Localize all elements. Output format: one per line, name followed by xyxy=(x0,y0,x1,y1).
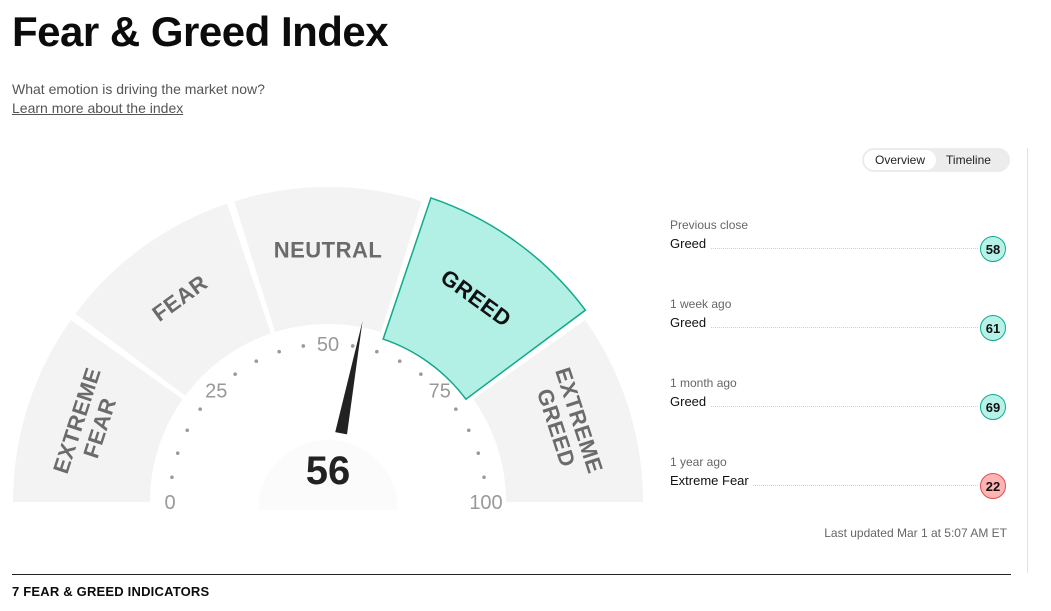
dotted-leader xyxy=(670,485,978,486)
dotted-leader xyxy=(670,248,978,249)
gauge-tick-dot xyxy=(375,349,379,354)
gauge-tick-dot xyxy=(419,372,423,376)
gauge-tick-label: 0 xyxy=(164,492,175,510)
score-badge: 58 xyxy=(980,236,1006,262)
gauge-segment-active xyxy=(382,196,587,401)
panel-divider xyxy=(1027,148,1028,573)
gauge-tick-dot xyxy=(350,344,355,348)
gauge-segment-extreme-fear xyxy=(13,319,183,502)
gauge-tick-dot xyxy=(476,451,481,455)
score-badge: 61 xyxy=(980,315,1006,341)
gauge-tick-dot xyxy=(198,407,202,411)
gauge-tick-label: 100 xyxy=(469,492,502,510)
gauge-tick-dot xyxy=(482,475,486,480)
gauge-segment-label-line: NEUTRAL xyxy=(274,238,383,263)
gauge-tick-dot xyxy=(397,359,402,364)
score-badge: 69 xyxy=(980,394,1006,420)
fear-greed-gauge: EXTREMEFEAR FEAR NEUTRAL GREED EXTREMEGREED 0… xyxy=(0,170,660,580)
history-label: 1 month ago xyxy=(670,376,737,390)
last-updated: Last updated Mar 1 at 5:07 AM ET xyxy=(824,526,1007,540)
score-badge: 22 xyxy=(980,473,1006,499)
dotted-leader xyxy=(670,327,978,328)
history-item-1-year-ago: 1 year ago Extreme Fear 22 xyxy=(670,455,1008,534)
indicators-heading: 7 FEAR & GREED INDICATORS xyxy=(12,584,210,599)
history-value: Extreme Fear xyxy=(670,473,753,488)
gauge-tick-label: 25 xyxy=(205,380,227,402)
history-label: Previous close xyxy=(670,218,749,232)
history-list: Previous close Greed 58 1 week ago Greed… xyxy=(670,218,1008,534)
gauge-segment-extreme-greed xyxy=(473,319,643,502)
history-label: 1 year ago xyxy=(670,455,727,469)
timeline-tab[interactable]: Timeline xyxy=(946,153,991,167)
gauge-segment-label: NEUTRAL xyxy=(274,238,383,263)
section-divider xyxy=(12,574,1011,575)
gauge-svg: EXTREMEFEARFEARNEUTRALGREEDEXTREMEGREED0… xyxy=(13,187,643,580)
view-toggle: Overview Timeline xyxy=(862,148,1010,172)
history-label: 1 week ago xyxy=(670,297,732,311)
history-value: Greed xyxy=(670,236,711,251)
learn-more-link[interactable]: Learn more about the index xyxy=(12,100,184,116)
gauge-tick-dot xyxy=(175,451,180,455)
overview-tab[interactable]: Overview xyxy=(864,150,937,170)
gauge-tick-dot xyxy=(466,428,471,433)
gauge-tick-label: 75 xyxy=(429,380,451,402)
gauge-tick-dot xyxy=(170,475,174,480)
gauge-score: 56 xyxy=(306,449,351,493)
gauge-tick-dot xyxy=(185,428,190,433)
dotted-leader xyxy=(670,406,978,407)
history-value: Greed xyxy=(670,394,711,409)
page-subtitle: What emotion is driving the market now? xyxy=(12,81,265,97)
gauge-segment-neutral xyxy=(234,187,422,333)
gauge-tick-dot xyxy=(233,372,237,376)
gauge-tick-dot xyxy=(277,349,281,354)
history-value: Greed xyxy=(670,315,711,330)
gauge-tick-label: 50 xyxy=(317,334,339,356)
gauge-tick-dot xyxy=(454,407,458,411)
history-item-1-month-ago: 1 month ago Greed 69 xyxy=(670,376,1008,455)
history-item-previous-close: Previous close Greed 58 xyxy=(670,218,1008,297)
gauge-segment-fear xyxy=(75,203,271,396)
gauge-tick-dot xyxy=(301,344,306,348)
gauge-needle xyxy=(335,321,363,435)
history-item-1-week-ago: 1 week ago Greed 61 xyxy=(670,297,1008,376)
gauge-tick-dot xyxy=(254,359,259,364)
page-title: Fear & Greed Index xyxy=(12,8,389,55)
